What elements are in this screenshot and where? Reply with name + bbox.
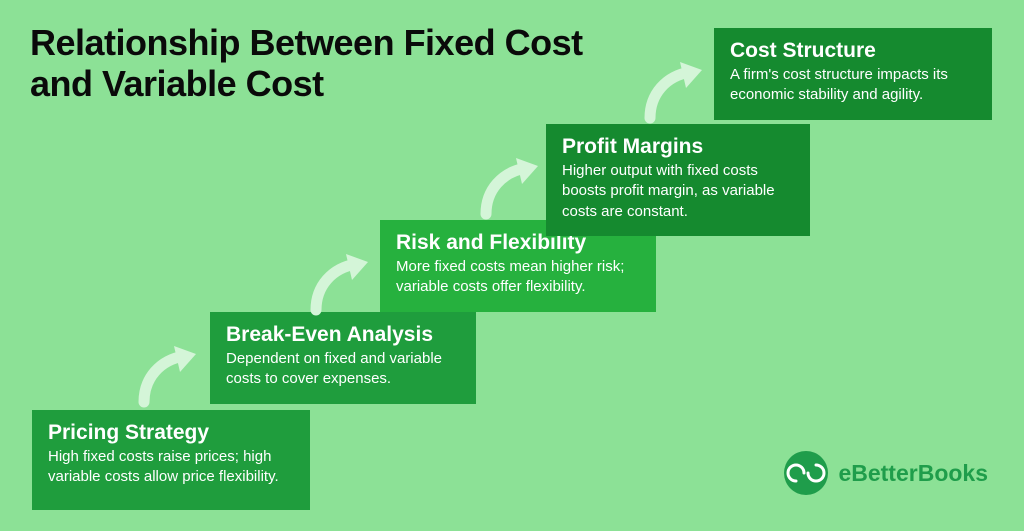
arrow-up-icon <box>640 56 710 126</box>
step-desc: High fixed costs raise prices; high vari… <box>48 447 294 488</box>
brand-logo-text: eBetterBooks <box>838 460 988 487</box>
arrow-up-icon <box>134 340 204 410</box>
brand-logo-icon <box>784 451 828 495</box>
step-title: Break-Even Analysis <box>226 322 460 347</box>
arrow-up-icon <box>476 152 546 222</box>
step-desc: More fixed costs mean higher risk; varia… <box>396 257 640 298</box>
step-box-2: Break-Even AnalysisDependent on fixed an… <box>210 312 476 404</box>
step-desc: Higher output with fixed costs boosts pr… <box>562 161 794 222</box>
step-desc: Dependent on fixed and variable costs to… <box>226 349 460 390</box>
step-title: Cost Structure <box>730 38 976 63</box>
step-desc: A firm's cost structure impacts its econ… <box>730 65 976 106</box>
step-box-5: Cost StructureA firm's cost structure im… <box>714 28 992 120</box>
page-title: Relationship Between Fixed Cost and Vari… <box>30 22 590 105</box>
step-box-1: Pricing StrategyHigh fixed costs raise p… <box>32 410 310 510</box>
step-box-4: Profit MarginsHigher output with fixed c… <box>546 124 810 236</box>
arrow-up-icon <box>306 248 376 318</box>
brand-logo: eBetterBooks <box>784 451 988 495</box>
step-title: Pricing Strategy <box>48 420 294 445</box>
step-title: Profit Margins <box>562 134 794 159</box>
